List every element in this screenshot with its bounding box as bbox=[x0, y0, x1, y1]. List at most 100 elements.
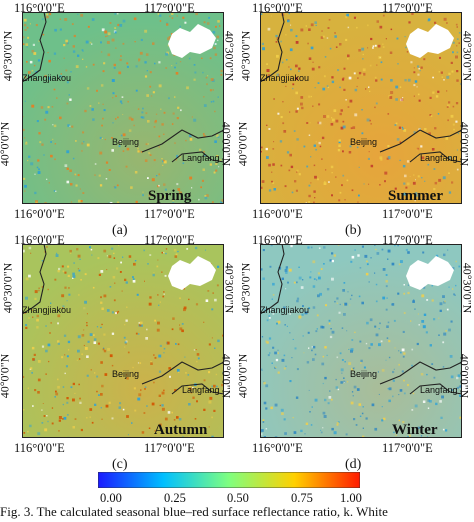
raster-speckle bbox=[163, 293, 165, 295]
raster-speckle bbox=[341, 359, 344, 361]
raster-speckle bbox=[170, 12, 174, 15]
raster-speckle bbox=[342, 150, 344, 153]
raster-speckle bbox=[282, 122, 285, 125]
raster-speckle bbox=[414, 308, 416, 310]
raster-speckle bbox=[144, 388, 146, 390]
raster-speckle bbox=[390, 28, 393, 31]
raster-speckle bbox=[310, 46, 314, 50]
boundary-langfang bbox=[379, 361, 462, 395]
raster-speckle bbox=[459, 384, 462, 388]
raster-speckle bbox=[363, 366, 366, 369]
raster-speckle bbox=[343, 377, 345, 379]
season-label-winter: Winter bbox=[392, 422, 438, 438]
raster-speckle bbox=[162, 164, 164, 166]
raster-speckle bbox=[395, 98, 398, 101]
city-label-langfang: Langfang bbox=[420, 153, 458, 163]
raster-speckle bbox=[147, 177, 149, 179]
raster-speckle bbox=[339, 352, 342, 355]
raster-speckle bbox=[161, 158, 163, 160]
raster-speckle bbox=[370, 164, 374, 168]
raster-speckle bbox=[203, 321, 205, 323]
raster-speckle bbox=[63, 57, 65, 59]
raster-speckle bbox=[150, 362, 153, 365]
x-tick-left-bottom: 116°0'0"E bbox=[14, 207, 65, 221]
colorbar-tick-2: 0.50 bbox=[227, 491, 249, 505]
raster-speckle bbox=[321, 362, 325, 366]
boundary-zhangjiakou bbox=[22, 12, 47, 83]
raster-speckle bbox=[422, 286, 426, 289]
raster-speckle bbox=[307, 246, 310, 249]
raster-speckle bbox=[157, 13, 160, 15]
raster-speckle bbox=[62, 403, 64, 406]
raster-speckle bbox=[334, 300, 336, 303]
raster-speckle bbox=[163, 159, 165, 162]
raster-speckle bbox=[208, 343, 211, 346]
raster-speckle bbox=[104, 138, 106, 141]
raster-speckle bbox=[301, 313, 304, 316]
raster-speckle bbox=[350, 127, 353, 130]
raster-speckle bbox=[78, 358, 81, 360]
raster-speckle bbox=[114, 27, 117, 29]
raster-speckle bbox=[374, 325, 377, 328]
raster-speckle bbox=[171, 328, 174, 331]
raster-speckle bbox=[304, 433, 306, 435]
raster-speckle bbox=[431, 363, 434, 365]
raster-speckle bbox=[176, 117, 179, 120]
raster-speckle bbox=[124, 278, 127, 281]
raster-speckle bbox=[69, 125, 71, 127]
raster-speckle bbox=[360, 359, 363, 363]
raster-speckle bbox=[218, 166, 220, 168]
raster-speckle bbox=[442, 176, 446, 180]
raster-speckle bbox=[451, 181, 454, 184]
raster-speckle bbox=[86, 417, 88, 419]
raster-speckle bbox=[315, 24, 317, 26]
raster-speckle bbox=[267, 354, 270, 357]
raster-speckle bbox=[175, 343, 177, 345]
y-tick-bottom-left: 40°0'0"N bbox=[0, 121, 12, 167]
boundary-zhangjiakou bbox=[22, 244, 47, 315]
raster-speckle bbox=[376, 252, 380, 255]
raster-speckle bbox=[89, 408, 93, 411]
raster-speckle bbox=[272, 282, 275, 286]
raster-speckle bbox=[123, 370, 125, 372]
raster-speckle bbox=[78, 294, 80, 296]
raster-speckle bbox=[75, 184, 78, 187]
raster-speckle bbox=[60, 73, 62, 75]
raster-speckle bbox=[217, 339, 220, 343]
raster-speckle bbox=[116, 12, 119, 15]
raster-speckle bbox=[53, 190, 56, 192]
raster-speckle bbox=[141, 111, 144, 114]
raster-speckle bbox=[123, 336, 126, 339]
map-frame bbox=[22, 244, 224, 438]
raster-speckle bbox=[375, 283, 378, 286]
raster-speckle bbox=[29, 23, 31, 25]
raster-speckle bbox=[365, 272, 369, 276]
raster-speckle bbox=[305, 25, 307, 27]
raster-speckle bbox=[349, 304, 351, 306]
raster-speckle bbox=[173, 248, 177, 252]
raster-speckle bbox=[292, 417, 294, 419]
raster-speckle bbox=[165, 252, 167, 255]
raster-speckle bbox=[31, 49, 35, 53]
colorbar bbox=[97, 471, 361, 489]
raster-speckle bbox=[277, 320, 281, 324]
raster-speckle bbox=[458, 265, 461, 268]
boundary-langfang bbox=[141, 361, 224, 395]
raster-speckle bbox=[261, 42, 264, 45]
raster-speckle bbox=[446, 75, 450, 79]
masked-area bbox=[406, 24, 454, 58]
raster-speckle bbox=[327, 27, 330, 29]
raster-speckle bbox=[217, 96, 219, 98]
raster-speckle bbox=[27, 387, 29, 389]
raster-speckle bbox=[111, 417, 114, 420]
raster-speckle bbox=[363, 183, 365, 185]
raster-speckle bbox=[212, 292, 214, 294]
raster-speckle bbox=[84, 347, 88, 350]
raster-speckle bbox=[295, 189, 298, 192]
raster-speckle bbox=[368, 86, 370, 88]
x-tick-left-top: 116°0'0"E bbox=[14, 1, 65, 15]
raster-speckle bbox=[306, 361, 310, 364]
raster-speckle bbox=[201, 57, 203, 59]
raster-speckle bbox=[84, 273, 87, 276]
raster-speckle bbox=[124, 346, 126, 348]
